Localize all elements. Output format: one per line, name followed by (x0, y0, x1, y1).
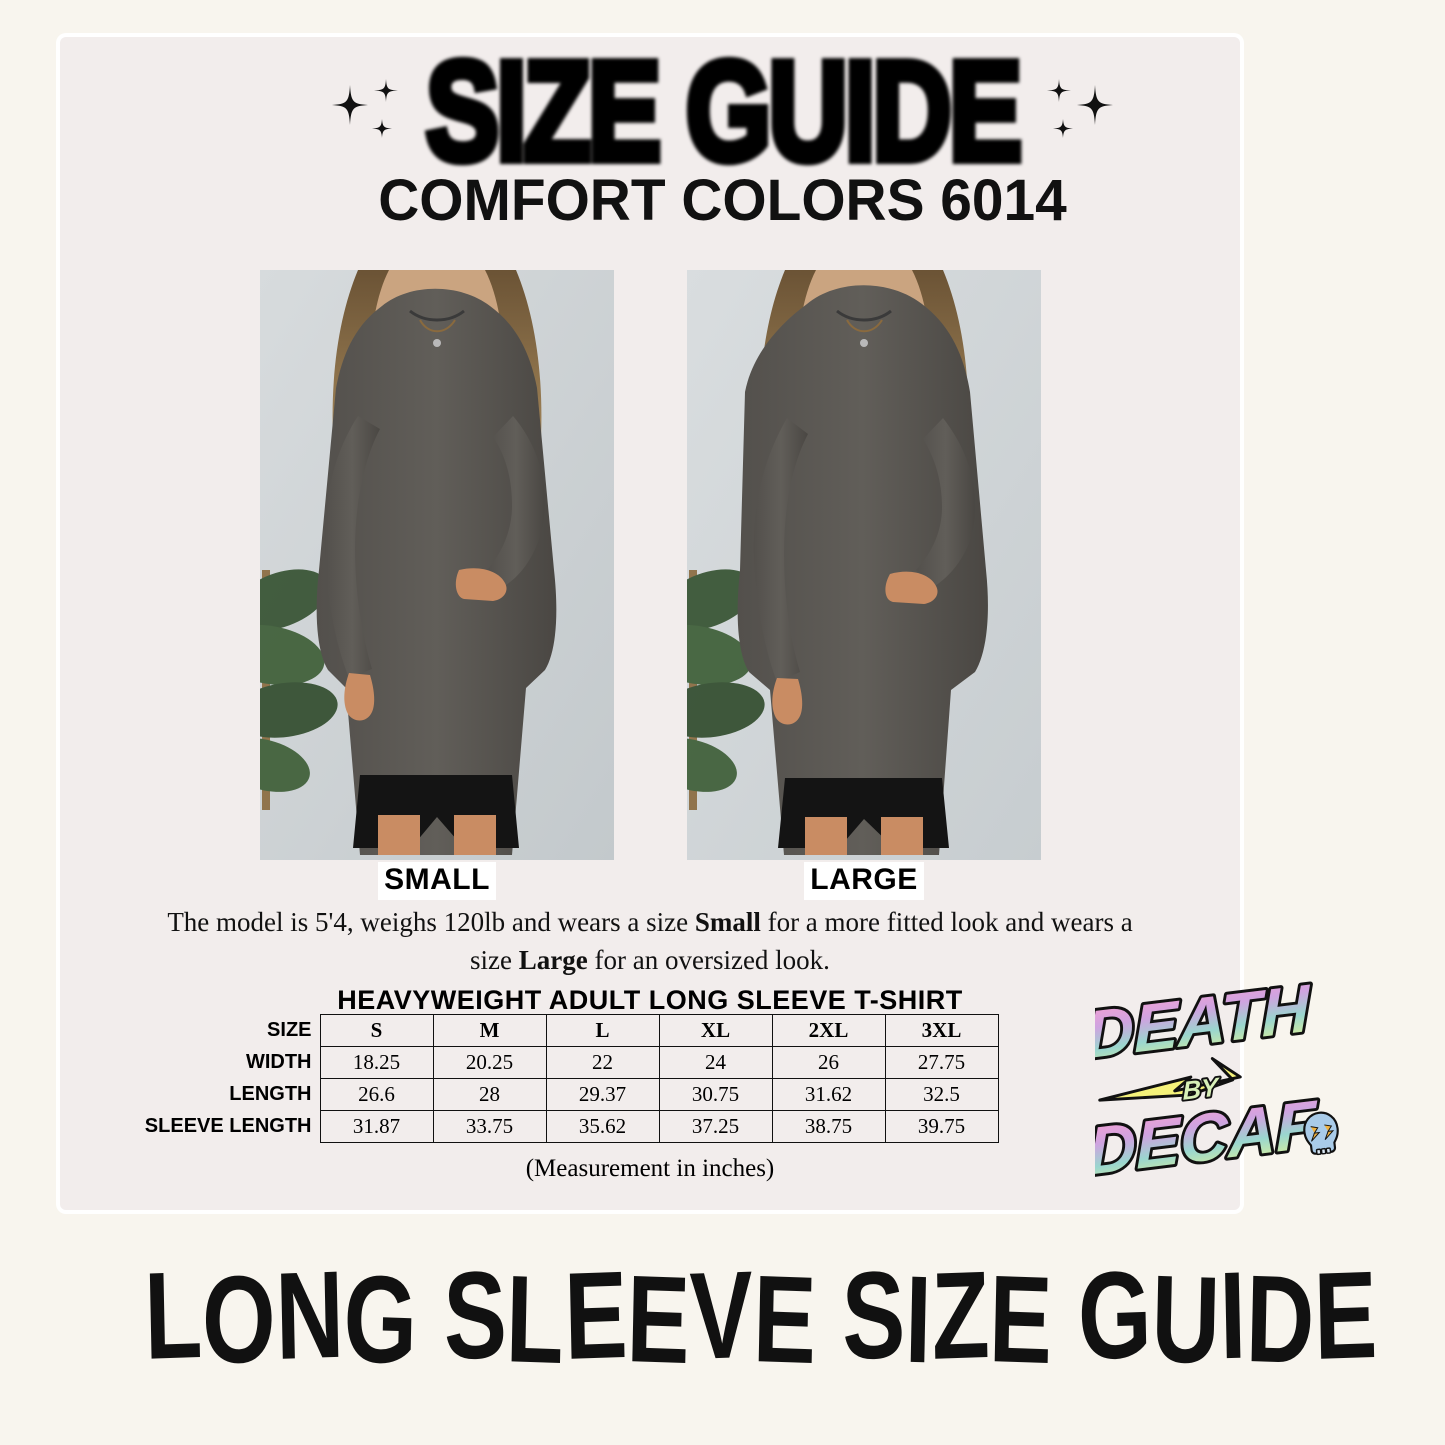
svg-text:DEATH: DEATH (1095, 970, 1312, 1073)
svg-text:DECAF: DECAF (1095, 1086, 1319, 1189)
